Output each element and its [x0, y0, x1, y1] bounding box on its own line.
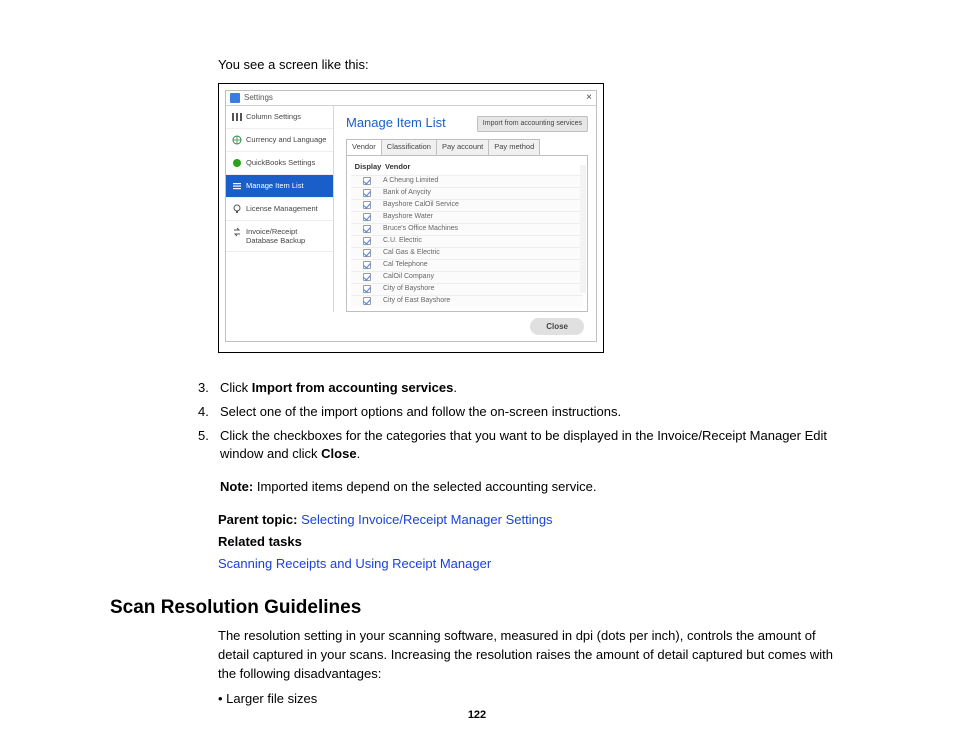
columns-icon [232, 112, 242, 122]
table-row: City of Bayshore [351, 283, 583, 295]
checkbox[interactable] [363, 261, 371, 269]
vendor-name: C.U. Electric [383, 236, 422, 246]
parent-topic-link[interactable]: Selecting Invoice/Receipt Manager Settin… [301, 512, 552, 527]
step-number: 4. [198, 403, 220, 422]
section-heading: Scan Resolution Guidelines [110, 594, 844, 622]
scrollbar[interactable] [580, 165, 586, 293]
sidebar-item[interactable]: Manage Item List [226, 175, 333, 198]
step-number: 5. [198, 427, 220, 465]
vendor-grid: Display Vendor A Cheung Limited Bank of A… [346, 155, 588, 312]
checkbox[interactable] [363, 273, 371, 281]
step-number: 3. [198, 379, 220, 398]
arrows-icon [232, 227, 242, 237]
step-text: Click the checkboxes for the categories … [220, 427, 844, 465]
close-icon[interactable]: × [586, 91, 592, 106]
checkbox[interactable] [363, 201, 371, 209]
parent-topic-label: Parent topic: [218, 512, 301, 527]
metadata: Parent topic: Selecting Invoice/Receipt … [218, 511, 844, 574]
tab[interactable]: Pay account [436, 139, 489, 155]
sidebar-item-label: QuickBooks Settings [246, 158, 315, 167]
checkbox[interactable] [363, 213, 371, 221]
sidebar-item[interactable]: Invoice/Receipt Database Backup [226, 221, 333, 252]
sidebar-item[interactable]: Currency and Language [226, 129, 333, 152]
vendor-name: Bayshore CalOil Service [383, 200, 459, 210]
checkbox[interactable] [363, 285, 371, 293]
tab[interactable]: Vendor [346, 139, 382, 155]
checkbox[interactable] [363, 249, 371, 257]
table-row: Cal Gas & Electric [351, 247, 583, 259]
step: 3.Click Import from accounting services. [198, 379, 844, 398]
related-link[interactable]: Scanning Receipts and Using Receipt Mana… [218, 556, 491, 571]
sidebar-item-label: Currency and Language [246, 135, 326, 144]
list-item: Larger file sizes [218, 690, 844, 709]
table-row: Bayshore CalOil Service [351, 199, 583, 211]
table-row: Cal Telephone [351, 259, 583, 271]
vendor-name: Cal Telephone [383, 260, 428, 270]
page-number: 122 [0, 708, 954, 724]
dialog-titlebar: Settings × [226, 91, 596, 107]
sidebar-item-label: License Management [246, 204, 318, 213]
checkbox[interactable] [363, 225, 371, 233]
vendor-name: City of East Bayshore [383, 296, 450, 306]
table-row: Bruce's Office Machines [351, 223, 583, 235]
col-vendor: Vendor [385, 162, 583, 173]
sidebar-item[interactable]: Column Settings [226, 106, 333, 129]
vendor-name: Cal Gas & Electric [383, 248, 440, 258]
disadvantages-list: Larger file sizes [218, 690, 844, 709]
table-row: Bank of Anycity [351, 187, 583, 199]
close-button[interactable]: Close [530, 318, 584, 336]
table-row: City of East Bayshore [351, 295, 583, 307]
bulb-icon [232, 204, 242, 214]
step-text: Click Import from accounting services. [220, 379, 844, 398]
sidebar-item-label: Invoice/Receipt Database Backup [246, 227, 327, 245]
note-text: Imported items depend on the selected ac… [253, 479, 596, 494]
table-row: C.U. Electric [351, 235, 583, 247]
app-icon [230, 93, 240, 103]
globe-icon [232, 135, 242, 145]
tab-bar: VendorClassificationPay accountPay metho… [346, 139, 588, 155]
vendor-name: A Cheung Limited [383, 176, 438, 186]
tab[interactable]: Classification [381, 139, 437, 155]
dialog-title: Settings [244, 92, 586, 104]
step-text: Select one of the import options and fol… [220, 403, 844, 422]
instruction-steps: 3.Click Import from accounting services.… [198, 379, 844, 464]
vendor-name: City of Bayshore [383, 284, 434, 294]
vendor-name: Bayshore Water [383, 212, 433, 222]
settings-main: Manage Item List Import from accounting … [334, 106, 596, 312]
sidebar-item[interactable]: QuickBooks Settings [226, 152, 333, 175]
settings-sidebar: Column Settings Currency and Language Quic… [226, 106, 334, 312]
settings-dialog-figure: Settings × Column Settings Currency and L… [218, 83, 604, 353]
table-row: CalOil Company [351, 271, 583, 283]
checkbox[interactable] [363, 237, 371, 245]
table-row: A Cheung Limited [351, 175, 583, 187]
list-icon [232, 181, 242, 191]
checkbox[interactable] [363, 189, 371, 197]
panel-title: Manage Item List [346, 114, 446, 133]
note-label: Note: [220, 479, 253, 494]
tab[interactable]: Pay method [488, 139, 540, 155]
sidebar-item-label: Column Settings [246, 112, 301, 121]
checkbox[interactable] [363, 297, 371, 305]
sidebar-item[interactable]: License Management [226, 198, 333, 221]
related-tasks-label: Related tasks [218, 533, 844, 552]
note: Note: Imported items depend on the selec… [220, 478, 844, 497]
vendor-name: Bank of Anycity [383, 188, 431, 198]
import-button[interactable]: Import from accounting services [477, 116, 588, 132]
checkbox[interactable] [363, 177, 371, 185]
section-paragraph: The resolution setting in your scanning … [218, 627, 844, 684]
intro-text: You see a screen like this: [218, 56, 844, 75]
vendor-name: Bruce's Office Machines [383, 224, 458, 234]
vendor-name: CalOil Company [383, 272, 434, 282]
sidebar-item-label: Manage Item List [246, 181, 304, 190]
col-display: Display [351, 162, 385, 173]
table-row: Bayshore Water [351, 211, 583, 223]
step: 5.Click the checkboxes for the categorie… [198, 427, 844, 465]
settings-dialog: Settings × Column Settings Currency and L… [225, 90, 597, 342]
qb-icon [232, 158, 242, 168]
step: 4.Select one of the import options and f… [198, 403, 844, 422]
